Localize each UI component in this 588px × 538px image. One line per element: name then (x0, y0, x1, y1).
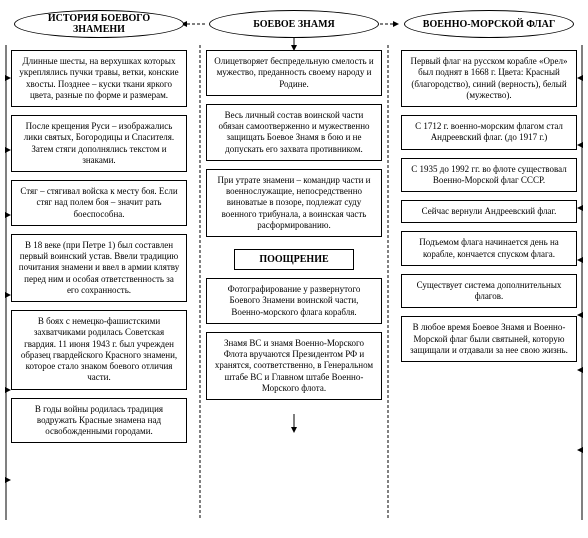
left-box-4: В боях с немецко-фашистскими захватчикам… (11, 310, 187, 390)
center-box-1: Весь личный состав воинской части обязан… (206, 104, 382, 161)
right-box-2: С 1935 до 1992 гг. во флоте существовал … (401, 158, 577, 193)
column-center: БОЕВОЕ ЗНАМЯ Олицетворяет беспредельную … (205, 10, 383, 408)
right-box-4: Подъемом флага начинается день на корабл… (401, 231, 577, 266)
right-box-3: Сейчас вернули Андреевский флаг. (401, 200, 577, 223)
column-left: ИСТОРИЯ БОЕВОГО ЗНАМЕНИ Длинные шесты, н… (10, 10, 188, 451)
left-box-2: Стяг – стягивал войска к месту боя. Если… (11, 180, 187, 226)
right-box-1: С 1712 г. военно-морским флагом стал Анд… (401, 115, 577, 150)
right-box-5: Существует система дополнительных флагов… (401, 274, 577, 309)
center-box-2: При утрате знамени – командир части и во… (206, 169, 382, 237)
left-box-3: В 18 веке (при Петре 1) был составлен пе… (11, 234, 187, 302)
right-box-0: Первый флаг на русском корабле «Орел» бы… (401, 50, 577, 107)
center-section-label: ПООЩРЕНИЕ (234, 249, 354, 270)
left-box-5: В годы войны родилась традиция водружать… (11, 398, 187, 444)
center-box-3: Фотографирование у развернутого Боевого … (206, 278, 382, 324)
header-right: ВОЕННО-МОРСКОЙ ФЛАГ (404, 10, 574, 38)
header-left: ИСТОРИЯ БОЕВОГО ЗНАМЕНИ (14, 10, 184, 38)
column-right: ВОЕННО-МОРСКОЙ ФЛАГ Первый флаг на русск… (400, 10, 578, 370)
center-box-0: Олицетворяет беспредельную смелость и му… (206, 50, 382, 96)
header-center: БОЕВОЕ ЗНАМЯ (209, 10, 379, 38)
right-box-6: В любое время Боевое Знамя и Военно-Морс… (401, 316, 577, 362)
center-box-4: Знамя ВС и знамя Военно-Морского Флота в… (206, 332, 382, 400)
left-box-1: После крещения Руси – изображались лики … (11, 115, 187, 172)
left-box-0: Длинные шесты, на верхушках которых укре… (11, 50, 187, 107)
